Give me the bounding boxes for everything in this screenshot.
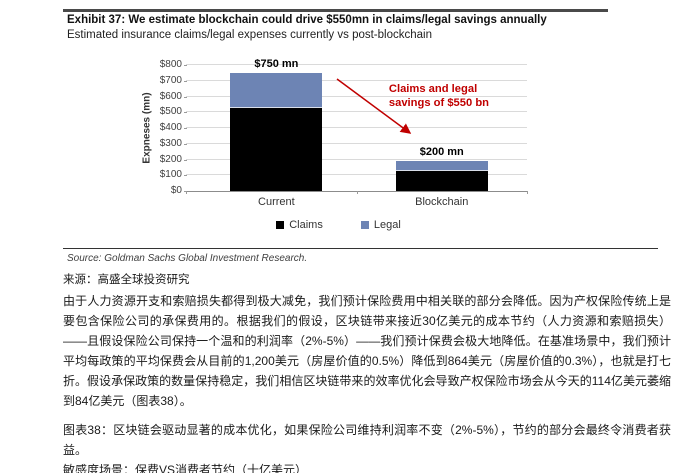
bar-segment-legal (395, 161, 488, 171)
y-tick-label: $500 (159, 106, 188, 118)
bar-total-label: $750 mn (254, 57, 299, 70)
bar-segment-claims (230, 108, 323, 191)
bar: $750 mn (230, 58, 323, 191)
bar-segment-claims (395, 170, 488, 191)
y-tick-label: $400 (159, 122, 188, 133)
top-rule (63, 9, 608, 12)
source-line-zh: 来源：高盛全球投资研究 (63, 274, 190, 286)
legend-label: Claims (289, 219, 323, 231)
exhibit-subtitle: Estimated insurance claims/legal expense… (67, 29, 432, 41)
x-tick (186, 191, 187, 194)
gridline (186, 142, 527, 144)
legend-label: Legal (373, 219, 401, 231)
y-tick-label: $300 (159, 137, 188, 149)
y-tick-label: $100 (159, 169, 188, 181)
legend-swatch (276, 221, 285, 229)
exhibit-title: Exhibit 37: We estimate blockchain could… (67, 14, 547, 26)
paragraph: 敏感度场景：保费VS消费者节约（十亿美元） (63, 463, 308, 473)
y-tick-label: $0 (170, 185, 188, 196)
x-tick (527, 191, 528, 194)
y-tick-label: $600 (159, 90, 188, 102)
legend-item-legal: Legal (360, 219, 401, 231)
x-category-label: Blockchain (415, 196, 469, 208)
x-tick (356, 191, 358, 194)
gridline (186, 64, 527, 65)
annotation: Claims and legal savings of $550 bn (389, 82, 519, 110)
bar-total-label: $200 mn (419, 146, 464, 159)
paragraph: 由于人力资源开支和索赔损失都得到极大减免，我们预计保险费用中相关联的部分会降低。… (63, 294, 671, 408)
gridline (186, 174, 527, 176)
legend: Claims Legal (168, 219, 509, 231)
legend-swatch (360, 221, 369, 229)
gridline (186, 158, 527, 160)
bar-segment-legal (230, 72, 323, 109)
annotation-line-1: Claims and legal (388, 83, 478, 95)
plot-area: $750 mn $200 mn Claims and legal savings… (186, 58, 527, 192)
x-axis-labels: Current Blockchain (186, 196, 527, 210)
chart: Expneses (mn) $0 $100 $200 $300 $400 $500 $600… (100, 53, 560, 248)
x-axis-ticks (186, 191, 528, 195)
paragraph: 图表38：区块链会驱动显著的成本优化，如果保险公司维持利润率不变（2%-5%），… (63, 423, 671, 457)
x-category-label: Current (258, 196, 295, 208)
bar: $200 mn (395, 65, 488, 191)
y-axis: $0 $100 $200 $300 $400 $500 $600 $700 $800 (148, 60, 188, 196)
source-rule (63, 248, 658, 249)
y-tick-label: $800 (159, 59, 188, 70)
source-line: Source: Goldman Sachs Global Investment … (67, 253, 308, 264)
y-tick-label: $700 (159, 74, 188, 86)
commentary: 由于人力资源开支和索赔损失都得到极大减免，我们预计保险费用中相关联的部分会降低。… (63, 291, 671, 473)
y-tick-label: $200 (159, 153, 188, 165)
annotation-line-2: savings of $550 bn (388, 97, 489, 109)
legend-item-claims: Claims (276, 219, 323, 231)
